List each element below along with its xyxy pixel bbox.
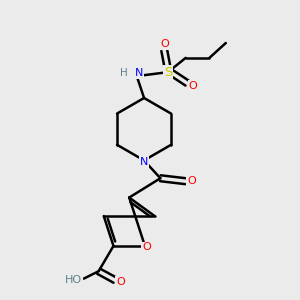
Text: N: N <box>140 157 148 167</box>
Text: O: O <box>189 81 197 91</box>
Text: H: H <box>120 68 128 78</box>
Text: O: O <box>116 277 125 286</box>
Text: O: O <box>187 176 196 186</box>
Text: S: S <box>164 66 172 79</box>
Text: HO: HO <box>65 275 82 285</box>
Text: O: O <box>142 242 151 252</box>
Text: O: O <box>160 39 169 49</box>
Text: N: N <box>135 68 143 78</box>
